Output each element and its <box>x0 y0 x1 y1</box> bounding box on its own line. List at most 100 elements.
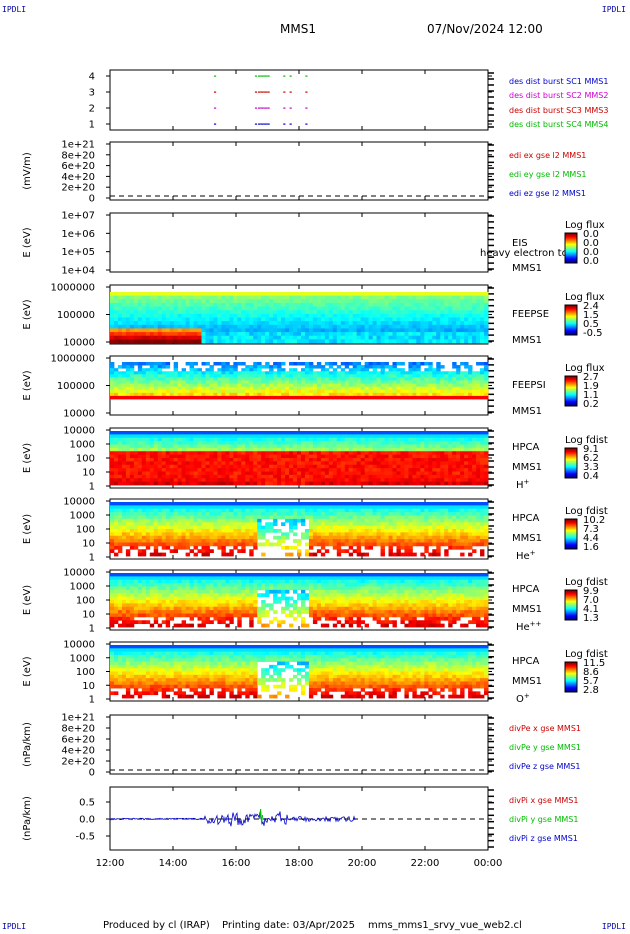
heatmap-cell <box>113 321 119 326</box>
heatmap-cell <box>428 392 433 397</box>
colorbar-strip <box>565 249 577 251</box>
heatmap-cell <box>209 471 214 476</box>
heatmap-cell <box>245 505 250 510</box>
heatmap-cell <box>221 332 226 337</box>
heatmap-cell <box>452 454 457 459</box>
heatmap-cell <box>324 374 330 378</box>
heatmap-cell <box>412 444 417 449</box>
heatmap-cell <box>277 386 282 391</box>
heatmap-cell <box>145 295 151 300</box>
heatmap-cell <box>336 313 342 318</box>
heatmap-cell <box>201 299 206 304</box>
heatmap-cell <box>237 310 242 315</box>
heatmap-cell <box>472 395 477 400</box>
heatmap-cell <box>348 441 354 445</box>
heatmap-cell <box>117 468 123 472</box>
heatmap-cell <box>320 464 326 469</box>
heatmap-cell <box>249 374 254 378</box>
heatmap-cell <box>257 454 262 459</box>
heatmap-cell <box>161 545 167 550</box>
colorbar-strip <box>565 330 577 332</box>
heatmap-cell <box>300 386 306 391</box>
heatmap-cell <box>269 383 274 388</box>
heatmap-cell <box>372 317 377 322</box>
heatmap-cell <box>221 431 226 435</box>
heatmap-cell <box>372 371 377 375</box>
heatmap-cell <box>444 332 449 337</box>
heatmap-cell <box>193 383 198 388</box>
heatmap-cell <box>300 371 306 375</box>
heatmap-cell <box>436 444 441 449</box>
heatmap-cell <box>304 464 310 469</box>
heatmap-cell <box>332 362 338 366</box>
heatmap-cell <box>468 395 473 400</box>
heatmap-cell <box>281 444 286 449</box>
heatmap-cell <box>336 431 342 435</box>
heatmap-cell <box>416 302 421 307</box>
heatmap-cell <box>408 451 413 456</box>
heatmap-cell <box>308 444 314 449</box>
heatmap-cell <box>241 505 246 510</box>
heatmap-cell <box>165 389 171 394</box>
heatmap-cell <box>304 392 310 397</box>
heatmap-cell <box>380 478 385 483</box>
heatmap-cell <box>316 371 322 375</box>
heatmap-cell <box>261 380 266 384</box>
heatmap-cell <box>456 383 461 388</box>
heatmap-cell <box>261 310 266 315</box>
heatmap-cell <box>137 292 143 297</box>
heatmap-cell <box>360 368 366 372</box>
heatmap-cell <box>169 471 175 476</box>
heatmap-cell <box>308 313 314 318</box>
heatmap-cell <box>113 310 119 315</box>
heatmap-cell <box>237 299 242 304</box>
heatmap-cell <box>169 380 175 384</box>
heatmap-cell <box>436 374 441 378</box>
heatmap-cell <box>209 313 214 318</box>
heatmap-cell <box>229 522 234 527</box>
heatmap-cell <box>412 377 417 381</box>
heatmap-cell <box>281 454 286 459</box>
heatmap-cell <box>213 502 218 506</box>
heatmap-cell <box>269 525 274 530</box>
heatmap-cell <box>137 532 143 537</box>
heatmap-cell <box>480 362 485 366</box>
ytick-label-hpca_he: 10 <box>82 539 95 550</box>
heatmap-cell <box>110 464 115 469</box>
heatmap-cell <box>300 328 306 333</box>
heatmap-cell <box>241 468 246 472</box>
heatmap-cell <box>205 518 210 523</box>
heatmap-cell <box>229 515 234 520</box>
heatmap-cell <box>360 389 366 394</box>
heatmap-cell <box>129 461 135 466</box>
colorbar-strip <box>565 312 577 314</box>
heatmap-cell <box>408 464 413 469</box>
heatmap-cell <box>452 434 457 439</box>
heatmap-cell <box>297 295 302 300</box>
heatmap-cell <box>285 502 290 506</box>
heatmap-cell <box>336 451 342 456</box>
heatmap-cell <box>153 515 159 520</box>
corner-label-top-left: IPDLI <box>2 5 27 14</box>
heatmap-cell <box>133 302 139 307</box>
heatmap-cell <box>141 362 147 366</box>
heatmap-cell <box>452 374 457 378</box>
heatmap-cell <box>297 317 302 322</box>
heatmap-cell <box>297 371 302 375</box>
colorbar-strip <box>565 309 577 311</box>
heatmap-cell <box>412 362 417 366</box>
heatmap-cell <box>173 549 179 554</box>
heatmap-cell <box>113 545 119 550</box>
heatmap-cell <box>153 532 159 537</box>
heatmap-cell <box>285 508 290 513</box>
heatmap-cell <box>460 441 465 445</box>
heatmap-cell <box>229 535 234 540</box>
heatmap-cell <box>173 299 179 304</box>
heatmap-cell <box>265 292 270 297</box>
heatmap-cell <box>193 518 198 523</box>
heatmap-cell <box>432 324 437 329</box>
heatmap-cell <box>328 306 334 311</box>
heatmap-cell <box>157 321 163 326</box>
heatmap-cell <box>253 299 258 304</box>
heatmap-cell <box>332 478 338 483</box>
